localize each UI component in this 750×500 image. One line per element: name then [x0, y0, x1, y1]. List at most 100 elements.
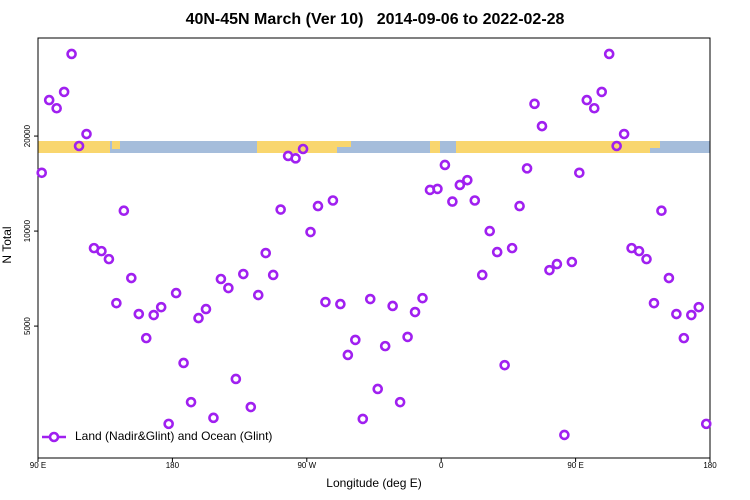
data-point — [506, 242, 518, 254]
data-point — [267, 269, 279, 281]
data-point — [193, 312, 204, 324]
data-point — [686, 309, 697, 321]
data-point — [544, 264, 555, 276]
data-point — [342, 349, 354, 361]
data-point — [379, 340, 391, 352]
data-point — [432, 183, 443, 195]
data-point — [462, 174, 473, 186]
data-point — [96, 245, 107, 257]
data-point — [208, 412, 219, 424]
data-point — [275, 204, 286, 215]
legend-marker — [48, 431, 60, 443]
data-point — [290, 153, 301, 164]
data-point — [700, 418, 712, 430]
land-band — [456, 141, 650, 153]
data-point — [521, 163, 533, 174]
x-axis-label: Longitude (deg E) — [326, 476, 421, 490]
data-point — [215, 273, 227, 285]
data-point — [469, 195, 481, 206]
land-band — [112, 141, 120, 149]
data-point — [350, 334, 361, 346]
data-point — [603, 48, 615, 60]
data-point — [574, 167, 585, 179]
data-point — [185, 396, 197, 408]
data-point — [491, 246, 503, 258]
data-point — [364, 293, 376, 305]
data-point — [648, 297, 660, 309]
data-point — [693, 301, 705, 313]
y-tick-label: 10000 — [23, 219, 32, 242]
data-point — [170, 287, 182, 299]
legend: Land (Nadir&Glint) and Ocean (Glint) — [42, 429, 272, 443]
data-point — [230, 373, 242, 385]
data-point — [447, 196, 458, 207]
data-point — [656, 205, 667, 217]
data-point — [81, 128, 92, 140]
data-point — [566, 256, 578, 268]
data-point — [394, 396, 406, 408]
data-point — [111, 297, 122, 309]
land-ocean-strip — [38, 141, 710, 153]
data-point — [633, 245, 645, 257]
plot-frame — [37, 37, 711, 459]
chart-title: 40N-45N March (Ver 10) 2014-09-06 to 202… — [186, 11, 565, 28]
data-point — [335, 298, 346, 310]
data-point — [536, 120, 548, 132]
data-point — [103, 253, 115, 265]
data-point — [439, 159, 451, 171]
data-point — [36, 167, 48, 179]
data-point — [417, 292, 428, 304]
x-tick-label: 90 E — [567, 461, 583, 470]
data-point — [476, 269, 488, 281]
data-point — [260, 247, 272, 259]
land-band — [257, 141, 337, 153]
land-band — [337, 141, 351, 147]
data-point — [484, 225, 496, 237]
x-tick-label: 0 — [439, 461, 444, 470]
y-tick-label: 5000 — [23, 317, 32, 335]
data-point — [163, 418, 174, 430]
data-point — [245, 401, 257, 413]
y-axis-label: N Total — [0, 226, 14, 263]
data-point — [58, 86, 70, 98]
data-point — [387, 300, 398, 312]
data-point — [529, 98, 540, 110]
data-point — [372, 383, 384, 395]
data-point — [312, 200, 324, 212]
data-point — [155, 301, 167, 313]
land-band — [650, 141, 660, 148]
data-point — [671, 308, 682, 320]
data-point — [66, 48, 77, 60]
x-tick-label: 180 — [166, 461, 180, 470]
data-point — [238, 268, 249, 280]
y-tick-label: 20000 — [23, 124, 32, 147]
data-point — [402, 331, 413, 343]
data-point — [327, 195, 339, 206]
data-point — [305, 226, 316, 238]
data-point — [454, 179, 466, 191]
data-point — [118, 205, 130, 217]
data-point — [596, 86, 608, 98]
data-point — [551, 258, 563, 270]
data-point — [43, 94, 55, 106]
data-point — [611, 140, 622, 152]
data-point — [409, 306, 421, 318]
x-tick-label: 90 W — [297, 461, 316, 470]
x-tick-label: 180 — [703, 461, 717, 470]
data-point — [178, 357, 189, 369]
data-point — [514, 200, 525, 212]
data-point — [252, 289, 264, 301]
data-point — [641, 253, 652, 265]
land-band — [430, 141, 440, 153]
data-point — [297, 143, 309, 155]
legend-label: Land (Nadir&Glint) and Ocean (Glint) — [75, 429, 272, 443]
data-point — [581, 94, 593, 106]
data-point — [663, 272, 675, 284]
data-point — [499, 359, 510, 371]
data-point — [51, 102, 62, 114]
data-point — [133, 308, 145, 320]
data-point — [320, 296, 331, 308]
data-point — [148, 309, 160, 321]
data-point — [223, 282, 234, 294]
